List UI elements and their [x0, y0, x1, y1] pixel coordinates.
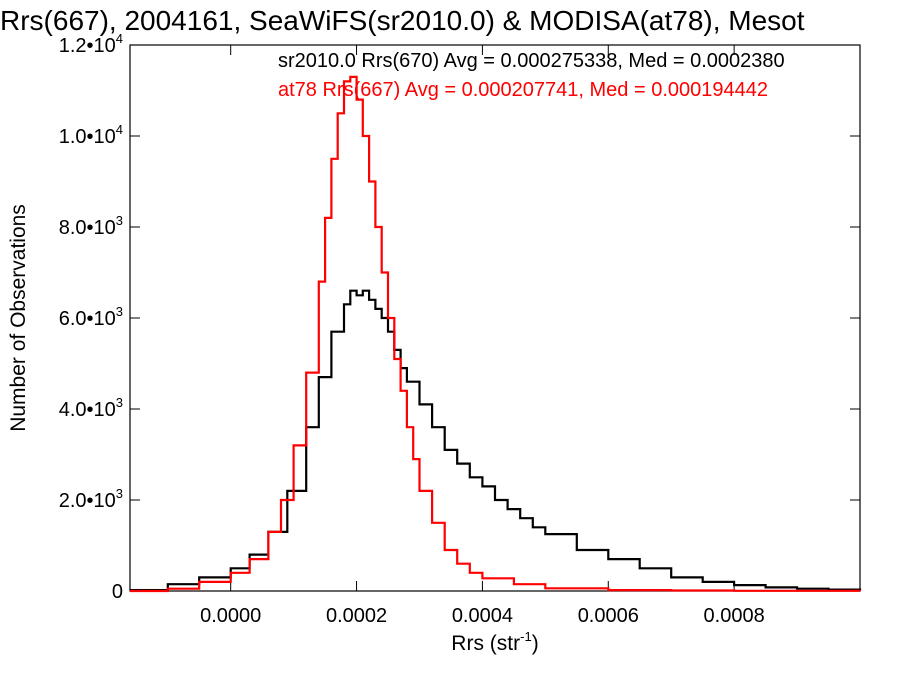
x-tick-label: 0.0002 — [326, 605, 387, 627]
legend-entry-sr2010: sr2010.0 Rrs(670) Avg = 0.000275338, Med… — [278, 50, 785, 72]
y-tick-label: 6.0•103 — [59, 304, 123, 330]
series-layer — [130, 75, 862, 593]
x-axis-label-end: ) — [532, 632, 539, 655]
y-axis-label: Number of Observations — [7, 204, 30, 432]
x-tick-label: 0.0000 — [200, 605, 261, 627]
y-tick-label-exponent: 3 — [116, 486, 123, 501]
y-tick-label-mantissa: 0 — [112, 581, 123, 603]
y-tick-label: 2.0•103 — [59, 486, 123, 512]
y-tick-label-mantissa: 6.0•10 — [59, 308, 116, 330]
y-tick-label-mantissa: 1.2•10 — [59, 35, 116, 57]
y-tick-label: 0 — [112, 581, 123, 603]
y-tick-label-exponent: 4 — [116, 31, 123, 46]
x-axis-label: Rrs (str-1) — [451, 629, 538, 655]
y-tick-label: 1.0•104 — [59, 122, 123, 148]
y-tick-label: 1.2•104 — [59, 31, 123, 57]
y-tick-label-exponent: 3 — [116, 213, 123, 228]
y-tick-label-mantissa: 4.0•10 — [59, 399, 116, 421]
chart-title: Rrs(667), 2004161, SeaWiFS(sr2010.0) & M… — [0, 5, 805, 36]
y-axis-ticks: 02.0•1034.0•1036.0•1038.0•1031.0•1041.2•… — [59, 31, 860, 603]
y-tick-label-mantissa: 8.0•10 — [59, 217, 116, 239]
series-line-sr2010 — [130, 289, 862, 592]
series-line-at78 — [130, 75, 862, 593]
y-tick-label: 4.0•103 — [59, 395, 123, 421]
plot-frame — [129, 44, 861, 592]
y-tick-label-exponent: 4 — [116, 122, 123, 137]
y-tick-label: 8.0•103 — [59, 213, 123, 239]
y-tick-label-exponent: 3 — [116, 395, 123, 410]
x-axis-label-exponent: -1 — [520, 629, 532, 644]
y-tick-label-mantissa: 1.0•10 — [59, 126, 116, 148]
x-axis-label-text: Rrs (str — [451, 632, 520, 655]
legend-entry-at78: at78 Rrs(667) Avg = 0.000207741, Med = 0… — [278, 79, 768, 101]
x-tick-label: 0.0006 — [578, 605, 639, 627]
x-tick-label: 0.0008 — [704, 605, 765, 627]
x-tick-label: 0.0004 — [452, 605, 513, 627]
y-tick-label-exponent: 3 — [116, 304, 123, 319]
x-axis-ticks: 0.0000 0.0002 0.0004 0.0006 0.0008 — [200, 45, 765, 627]
y-tick-label-mantissa: 2.0•10 — [59, 490, 116, 512]
